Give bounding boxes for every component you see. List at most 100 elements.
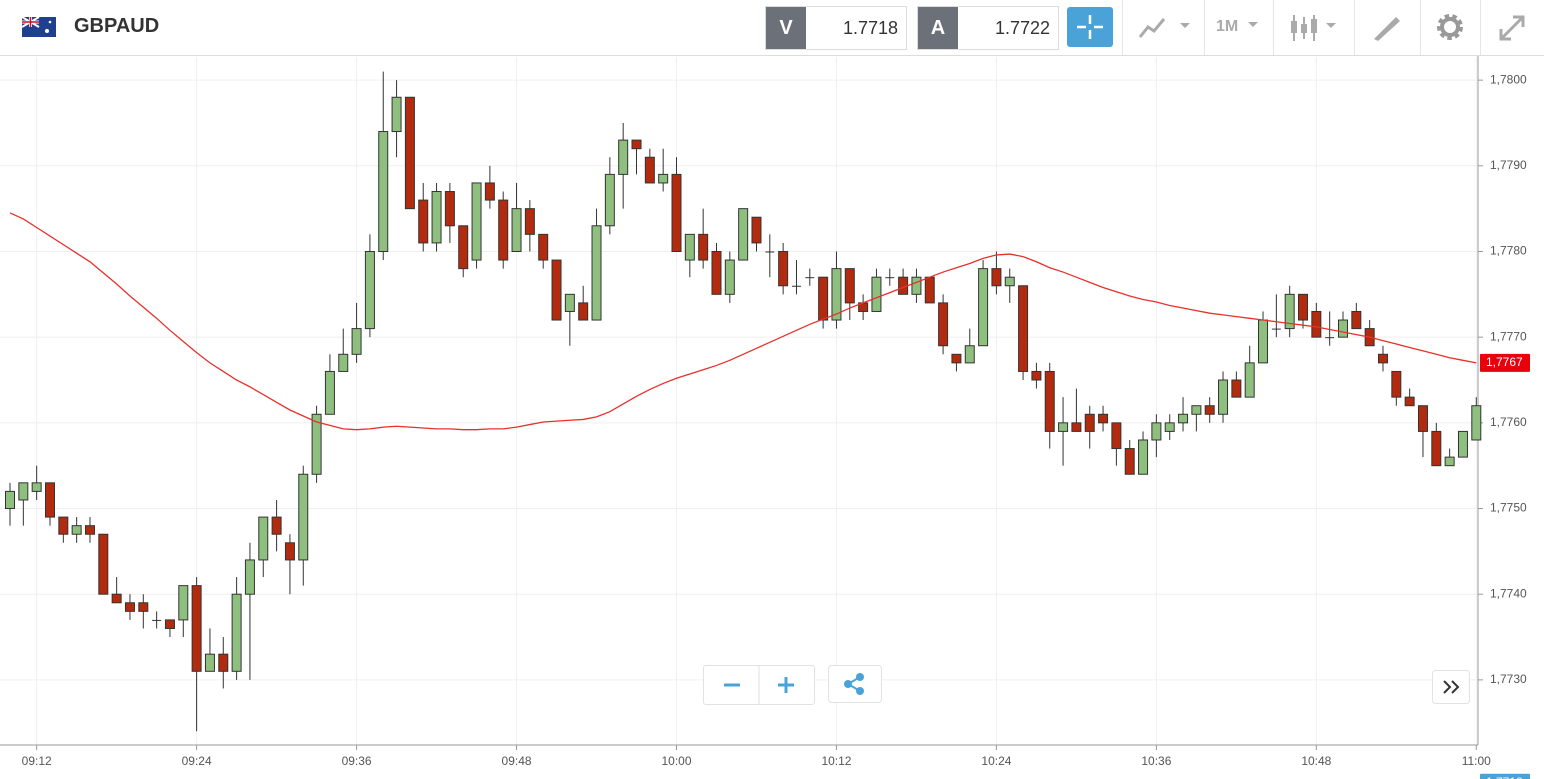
candle-body <box>1084 413 1095 432</box>
price-badge-label: 1,7767 <box>1486 355 1523 369</box>
candle-body <box>391 96 402 133</box>
candle-body <box>631 139 642 150</box>
candle-body <box>218 653 229 672</box>
candle-body <box>1258 319 1269 364</box>
flag-icon <box>22 17 56 37</box>
candle-body <box>1391 370 1402 398</box>
symbol: GBPAUD <box>74 15 160 37</box>
x-tick-label: 10:48 <box>1301 754 1331 768</box>
candle-body <box>378 131 389 252</box>
candle-body <box>885 277 895 279</box>
chart: 1,7730 1,7740 1,7750 1,7760 1,7770 1,7780 1,77… <box>0 56 1530 779</box>
candle-body <box>1164 422 1175 432</box>
x-tick-label: 10:24 <box>981 754 1011 768</box>
candle-body <box>1404 396 1415 407</box>
candle-body <box>152 619 162 621</box>
candle-body <box>164 619 175 629</box>
sell-box[interactable]: V 1.7718 <box>765 6 907 50</box>
candle-body <box>364 250 375 330</box>
candle-body <box>591 225 602 321</box>
candle-body <box>138 602 149 612</box>
crosshair-button[interactable] <box>1067 7 1113 47</box>
candle-body <box>684 233 695 261</box>
x-tick-label: 10:00 <box>661 754 691 768</box>
candle-body <box>44 482 55 518</box>
fullscreen-button[interactable] <box>1497 13 1527 43</box>
buy-box[interactable]: A 1.7722 <box>917 6 1059 50</box>
chart-type-button[interactable] <box>1138 13 1198 43</box>
candle-body <box>178 585 189 621</box>
candle-body <box>604 173 615 227</box>
y-tick-label: 1,7790 <box>1490 158 1527 172</box>
y-tick-label: 1,7730 <box>1490 672 1527 686</box>
toolbar: GBPAUD V 1.7718 A 1.7722 1M <box>0 0 1544 56</box>
candle-body <box>1271 328 1281 330</box>
candle-body <box>311 413 322 475</box>
x-tick-label: 09:48 <box>502 754 532 768</box>
candle-body <box>778 250 789 287</box>
candle-body <box>964 345 975 364</box>
candle-body <box>711 250 722 295</box>
candle-body <box>31 482 42 492</box>
candle-body <box>1444 456 1455 467</box>
candle-body <box>658 173 669 184</box>
candle-body <box>831 268 842 321</box>
candle-body <box>765 251 775 253</box>
candle-body <box>191 585 202 672</box>
sell-label: V <box>766 7 806 49</box>
candle-body <box>5 490 15 510</box>
candle-body <box>524 208 535 235</box>
candle-body <box>1151 422 1162 441</box>
separator <box>1420 0 1421 55</box>
candle-body <box>484 182 495 201</box>
candle-body <box>1284 293 1295 330</box>
candle-body <box>258 516 269 561</box>
settings-button[interactable] <box>1436 13 1466 43</box>
share-button[interactable] <box>828 665 882 703</box>
candle-body <box>805 277 815 279</box>
candle-body <box>911 276 922 295</box>
candle-body <box>871 276 882 312</box>
candle-body <box>498 199 509 261</box>
candle-body <box>1311 310 1322 338</box>
candle-body <box>204 653 215 672</box>
candle-body <box>124 602 135 612</box>
candle-body <box>418 199 429 244</box>
candle-body <box>578 302 589 321</box>
candle-body <box>1351 310 1362 330</box>
candle-body <box>844 268 855 304</box>
candle-body <box>1124 448 1135 475</box>
candle-body <box>938 302 949 347</box>
candle-body <box>618 139 629 175</box>
draw-button[interactable] <box>1372 13 1402 43</box>
candle-body <box>351 328 362 355</box>
candle-style-button[interactable] <box>1290 13 1350 43</box>
buy-label: A <box>918 7 958 49</box>
candle-body <box>1138 439 1149 475</box>
x-tick-label: 10:12 <box>821 754 851 768</box>
candle-body <box>271 516 282 535</box>
candle-body <box>471 182 482 261</box>
candle-body <box>231 593 242 672</box>
candle-body <box>564 293 575 312</box>
candle-body <box>1298 293 1309 321</box>
y-tick-label: 1,7780 <box>1490 244 1527 258</box>
candle-body <box>1031 370 1042 381</box>
candle-body <box>1338 319 1348 338</box>
price-badge <box>1480 353 1530 372</box>
x-tick-label: 09:24 <box>182 754 212 768</box>
candle-body <box>444 191 455 227</box>
candle-body <box>71 525 82 535</box>
x-tick-label: 09:36 <box>342 754 372 768</box>
candle-body <box>1204 405 1215 415</box>
candle-body <box>1191 405 1202 415</box>
candle-body <box>1071 422 1082 432</box>
candle-body <box>671 173 682 252</box>
y-tick-label: 1,7760 <box>1490 415 1527 429</box>
candle-body <box>1178 413 1189 424</box>
candle-body <box>1231 379 1242 398</box>
buy-price: 1.7722 <box>994 18 1050 38</box>
candle-body <box>298 473 309 561</box>
timeframe[interactable]: 1M <box>1216 18 1239 35</box>
scroll-button[interactable] <box>1432 670 1470 704</box>
